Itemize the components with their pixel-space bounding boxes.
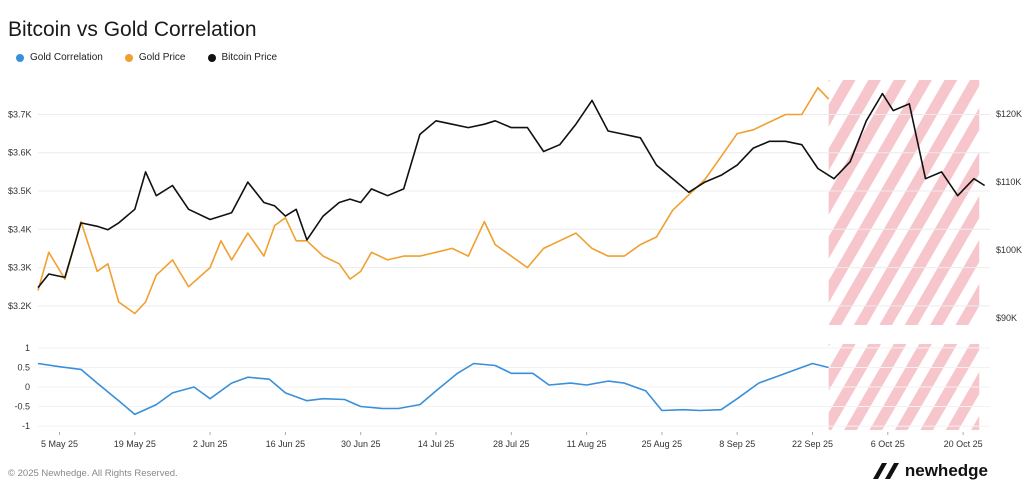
legend-label-gold-price: Gold Price <box>138 52 186 63</box>
corr-axis-tick-label: 0.5 <box>17 362 30 372</box>
x-axis-tick-label: 28 Jul 25 <box>493 439 530 449</box>
corr-axis-tick-label: -0.5 <box>14 402 30 412</box>
legend-label-gold-correlation: Gold Correlation <box>30 52 103 63</box>
left-axis-tick-label: $3.4K <box>8 224 32 234</box>
left-axis-tick-label: $3.7K <box>8 109 32 119</box>
x-axis-tick-label: 16 Jun 25 <box>266 439 306 449</box>
corr-axis-tick-label: 1 <box>25 343 30 353</box>
x-axis-tick-label: 2 Jun 25 <box>193 439 228 449</box>
corr-axis-tick-label: 0 <box>25 382 30 392</box>
x-axis-tick-label: 19 May 25 <box>114 439 156 449</box>
legend-item-gold-correlation[interactable]: Gold Correlation <box>16 52 103 63</box>
x-axis-tick-label: 5 May 25 <box>41 439 78 449</box>
legend-dot-bitcoin-price <box>207 53 216 62</box>
x-axis-tick-label: 6 Oct 25 <box>871 439 905 449</box>
newhedge-logo-icon <box>872 463 899 479</box>
corr-axis-tick-label: -1 <box>22 421 30 431</box>
brand-name: newhedge <box>904 461 988 480</box>
series-line-bitcoin-price <box>37 92 986 289</box>
left-axis-tick-label: $3.2K <box>8 301 32 311</box>
x-axis-tick-label: 11 Aug 25 <box>567 439 607 449</box>
x-axis-tick-label: 20 Oct 25 <box>944 439 983 449</box>
series-line-gold-correlation <box>37 362 829 416</box>
left-axis-tick-label: $3.3K <box>8 263 32 273</box>
brand-logo[interactable]: newhedge <box>872 461 988 481</box>
left-axis-tick-label: $3.6K <box>8 148 32 158</box>
legend-label-bitcoin-price: Bitcoin Price <box>221 52 278 63</box>
copyright-text: © 2025 Newhedge. All Rights Reserved. <box>8 468 178 479</box>
right-axis-tick-label: $90K <box>996 313 1017 323</box>
forecast-region-top <box>828 80 980 325</box>
series-line-gold-price <box>37 86 830 315</box>
left-axis-tick-label: $3.5K <box>8 186 32 196</box>
legend-dot-gold-correlation <box>16 53 24 62</box>
right-axis-tick-label: $110K <box>996 177 1021 187</box>
legend-dot-gold-price <box>124 53 133 62</box>
legend: Gold Correlation Gold Price Bitcoin Pric… <box>16 52 277 63</box>
legend-item-gold-price[interactable]: Gold Price <box>124 52 186 63</box>
x-axis-tick-label: 30 Jun 25 <box>341 439 381 449</box>
legend-item-bitcoin-price[interactable]: Bitcoin Price <box>207 52 278 63</box>
x-axis-tick-label: 25 Aug 25 <box>642 439 683 449</box>
right-axis-tick-label: $120K <box>996 109 1022 119</box>
x-axis-tick-label: 14 Jul 25 <box>418 439 455 449</box>
chart-title: Bitcoin vs Gold Correlation <box>8 18 257 41</box>
x-axis-tick-label: 8 Sep 25 <box>719 439 755 449</box>
right-axis-tick-label: $100K <box>996 245 1022 255</box>
x-axis-tick-label: 22 Sep 25 <box>792 439 833 449</box>
